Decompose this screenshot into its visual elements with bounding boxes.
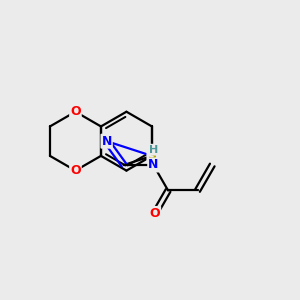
Text: H: H (149, 145, 158, 155)
Text: O: O (149, 207, 160, 220)
Text: N: N (101, 135, 112, 148)
Text: O: O (70, 164, 81, 177)
Text: S: S (147, 149, 156, 162)
Text: N: N (148, 158, 159, 172)
Text: O: O (70, 105, 81, 118)
